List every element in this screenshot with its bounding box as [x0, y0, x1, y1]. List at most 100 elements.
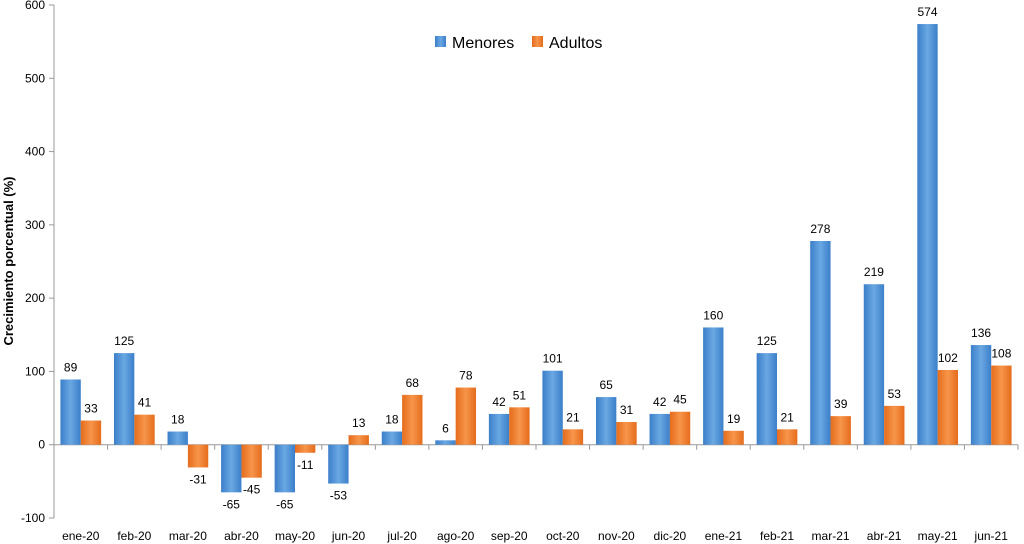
bar-menores	[970, 345, 992, 445]
legend: Menores Adultos	[435, 35, 602, 52]
data-label-menores: 18	[385, 413, 399, 427]
data-label-adultos: 45	[673, 393, 687, 407]
y-tick-label: 400	[25, 145, 45, 159]
data-label-menores: 101	[543, 352, 563, 366]
data-label-menores: 574	[917, 5, 937, 19]
y-tick-label: 200	[25, 291, 45, 305]
bar-adultos	[187, 444, 209, 468]
bar-menores	[810, 240, 831, 445]
bar-adultos	[616, 421, 637, 445]
data-label-menores: 18	[171, 413, 185, 427]
y-axis-title: Crecimiento porcentual (%)	[1, 176, 16, 345]
bar-adultos	[402, 394, 423, 445]
x-tick-label: abr-21	[867, 529, 902, 543]
data-label-menores: -53	[330, 489, 348, 503]
x-tick-label: ago-20	[437, 529, 475, 543]
y-tick-label: 100	[25, 364, 45, 378]
bar-adultos	[134, 414, 155, 445]
data-label-adultos: -45	[243, 483, 261, 497]
x-tick-label: sep-20	[491, 529, 528, 543]
bar-menores	[595, 397, 617, 445]
x-tick-label: jul-20	[386, 529, 417, 543]
bar-adultos	[241, 444, 262, 478]
y-tick-label: -100	[21, 511, 45, 525]
data-label-adultos: 19	[727, 412, 741, 426]
data-label-adultos: -11	[297, 458, 314, 472]
bar-adultos	[991, 365, 1012, 445]
data-label-adultos: 33	[84, 402, 98, 416]
y-tick-label: 600	[25, 0, 45, 12]
bar-adultos	[80, 420, 102, 445]
x-tick-label: nov-20	[598, 529, 635, 543]
data-label-menores: -65	[276, 497, 294, 511]
x-tick-label: feb-21	[760, 529, 794, 543]
bar-adultos	[723, 430, 744, 445]
x-tick-label: dic-20	[654, 529, 687, 543]
y-tick-label: 300	[25, 218, 45, 232]
bar-menores	[328, 444, 349, 484]
bar-menores	[60, 379, 81, 445]
x-axis: ene-20 feb-20 mar-20 abr-20 may-20 jun-20 jul-…	[53, 444, 1019, 543]
data-label-menores: 6	[442, 421, 449, 435]
bar-menores	[917, 24, 938, 445]
y-tick-label: 0	[38, 438, 45, 452]
legend-swatch-adultos	[532, 36, 543, 47]
bar-menores	[113, 353, 135, 445]
legend-label-menores: Menores	[452, 35, 514, 52]
bar-menores	[381, 431, 403, 445]
data-label-adultos: 21	[566, 410, 580, 424]
data-label-menores: 125	[757, 334, 777, 348]
bars-group	[60, 24, 1012, 493]
data-label-adultos: 78	[459, 369, 473, 383]
bar-adultos	[937, 369, 959, 445]
bar-menores	[488, 413, 510, 445]
bar-adultos	[669, 411, 691, 445]
x-tick-label: ene-21	[705, 529, 743, 543]
bar-menores	[542, 370, 563, 445]
bar-menores	[756, 353, 777, 445]
data-label-adultos: 102	[938, 351, 958, 365]
bar-menores	[703, 327, 724, 445]
data-label-menores: 42	[653, 395, 667, 409]
bar-adultos	[884, 405, 905, 445]
x-tick-label: feb-20	[117, 529, 151, 543]
data-label-menores: 89	[64, 360, 78, 374]
bar-menores	[435, 440, 456, 445]
bar-adultos	[348, 435, 369, 445]
data-label-menores: 160	[703, 308, 723, 322]
data-labels: 89 125 18 -65 -65 -53 18 6 42 101 65 42 160 125 278 219…	[64, 5, 1012, 511]
y-tick-label: 500	[25, 71, 45, 85]
x-tick-label: may-20	[275, 529, 315, 543]
data-label-adultos: 41	[138, 396, 152, 410]
data-label-adultos: 53	[888, 387, 902, 401]
x-tick-label: may-21	[918, 529, 958, 543]
x-tick-label: ene-20	[62, 529, 100, 543]
data-label-menores: 65	[599, 378, 613, 392]
data-label-adultos: 13	[352, 416, 366, 430]
data-label-adultos: 31	[620, 403, 634, 417]
bar-adultos	[295, 444, 316, 453]
legend-label-adultos: Adultos	[549, 35, 602, 52]
x-tick-label: mar-20	[169, 529, 207, 543]
data-label-adultos: 51	[513, 388, 527, 402]
data-label-adultos: 108	[991, 347, 1011, 361]
data-label-menores: 42	[492, 395, 506, 409]
data-label-menores: -65	[223, 497, 241, 511]
data-label-adultos: 68	[406, 376, 420, 390]
bar-menores	[863, 284, 885, 445]
bar-menores	[167, 431, 188, 445]
bar-menores	[649, 413, 670, 445]
legend-swatch-menores	[435, 36, 446, 47]
data-label-adultos: 39	[834, 397, 848, 411]
bar-adultos	[455, 387, 477, 445]
bar-adultos	[509, 407, 530, 445]
data-label-menores: 278	[810, 222, 830, 236]
bar-adultos	[562, 429, 584, 445]
bar-adultos	[830, 416, 851, 445]
bar-menores	[221, 444, 242, 493]
bar-menores	[274, 444, 295, 493]
data-label-menores: 125	[114, 334, 134, 348]
y-axis: -100 0 100 200 300 400 500 600	[21, 0, 55, 525]
data-label-menores: 219	[864, 265, 884, 279]
